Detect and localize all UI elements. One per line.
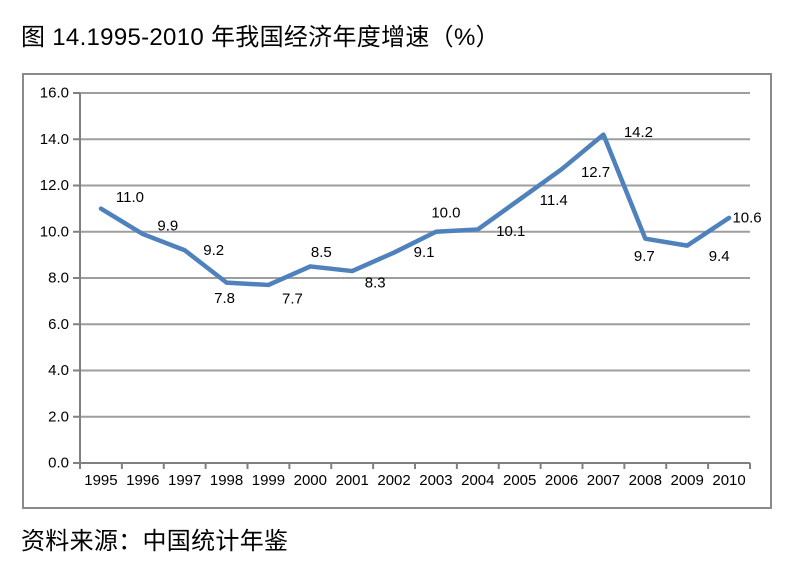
x-axis-tick-label: 2005	[503, 472, 536, 489]
data-label: 9.4	[709, 248, 730, 265]
chart-svg: 0.0 2.0 4.0 6.0 8.0 10.0 12.0 14.0 16.0 1995 1996 1…	[40, 85, 762, 490]
data-label: 9.7	[634, 248, 655, 265]
data-label: 12.7	[581, 164, 610, 181]
source-note: 资料来源：中国统计年鉴	[21, 528, 289, 555]
data-label: 10.0	[431, 204, 460, 221]
x-axis-tick-label: 2003	[419, 472, 452, 489]
data-label: 7.7	[282, 290, 303, 307]
data-label: 9.2	[203, 242, 224, 259]
x-axis-tick-label: 2008	[629, 472, 662, 489]
x-axis-tick-label: 2006	[545, 472, 578, 489]
y-axis-tick-label: 14.0	[40, 131, 69, 148]
data-label: 8.5	[311, 244, 332, 261]
data-label: 14.2	[624, 124, 653, 141]
y-axis-tick-label: 10.0	[40, 223, 69, 240]
x-axis-tick-label: 1997	[168, 472, 201, 489]
x-axis-tick-label: 1998	[210, 472, 243, 489]
data-label: 9.1	[414, 244, 435, 261]
x-axis-tick-label: 2009	[671, 472, 704, 489]
x-axis-tick-label: 2007	[587, 472, 620, 489]
x-axis-tick-label: 2001	[336, 472, 369, 489]
axis-labels: 0.0 2.0 4.0 6.0 8.0 10.0 12.0 14.0 16.0 1995 1996 1…	[40, 85, 746, 490]
chart-plot-frame: 0.0 2.0 4.0 6.0 8.0 10.0 12.0 14.0 16.0 1995 1996 1…	[22, 73, 772, 509]
y-axis-tick-label: 12.0	[40, 177, 69, 194]
data-label: 11.4	[540, 192, 568, 209]
x-axis-tick-label: 2000	[294, 472, 327, 489]
data-labels: 11.0 9.9 9.2 7.8 7.7 8.5 8.3 9.1 10.0 10.1 11.4 12.…	[116, 124, 762, 307]
axes	[73, 92, 751, 469]
y-axis-tick-label: 2.0	[48, 408, 69, 425]
data-label: 8.3	[365, 275, 386, 292]
y-axis-tick-label: 8.0	[48, 270, 69, 287]
y-axis-tick-label: 6.0	[48, 316, 69, 333]
data-label: 7.8	[214, 290, 235, 307]
data-label: 9.9	[157, 218, 178, 235]
data-label: 10.1	[496, 223, 525, 240]
chart-title: 图 14.1995-2010 年我国经济年度增速（%）	[21, 24, 500, 51]
x-axis-tick-label: 2004	[461, 472, 494, 489]
x-axis-tick-label: 1995	[84, 472, 117, 489]
y-axis-tick-label: 0.0	[48, 455, 69, 472]
y-axis-tick-label: 4.0	[48, 362, 69, 379]
series-line	[98, 132, 732, 288]
gridlines	[80, 92, 750, 418]
x-axis-tick-label: 2010	[712, 472, 745, 489]
data-label: 10.6	[732, 209, 761, 226]
x-axis-tick-label: 1999	[252, 472, 285, 489]
data-label: 11.0	[116, 189, 144, 206]
x-axis-tick-label: 1996	[126, 472, 159, 489]
y-axis-tick-label: 16.0	[40, 85, 69, 102]
x-axis-tick-label: 2002	[377, 472, 410, 489]
